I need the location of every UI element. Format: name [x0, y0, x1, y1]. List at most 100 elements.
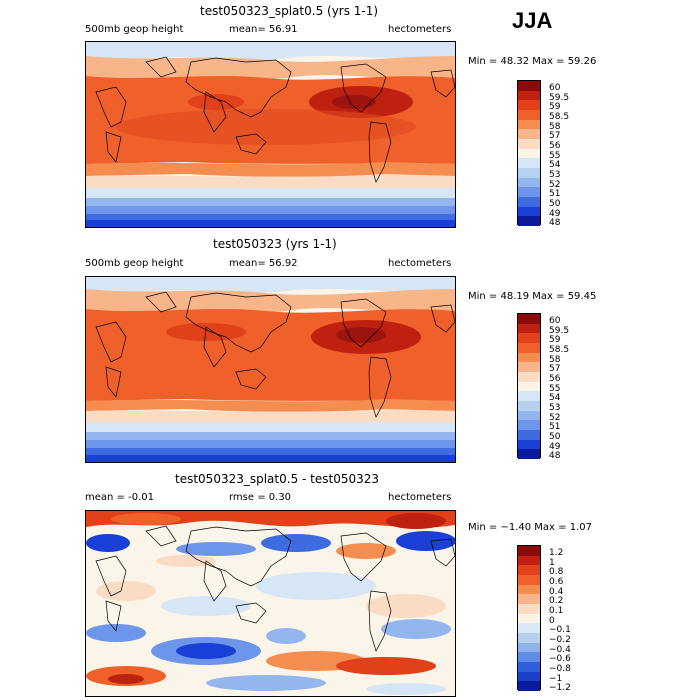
panel1-colorbar-swatch [518, 119, 540, 130]
panel3-tick-label: −0.8 [549, 664, 571, 674]
panel3-colorbar-swatch [518, 671, 540, 682]
panel3-colorbar-swatch [518, 546, 540, 556]
panel3-colorbar-swatch [518, 584, 540, 595]
panel2-tick-label: 59 [549, 335, 561, 345]
panel1-colorbar-swatch [518, 206, 540, 217]
panel2-tick-label: 54 [549, 393, 561, 403]
panel1-left-label: 500mb geop height [85, 24, 184, 35]
panel1-tick-label: 58.5 [549, 112, 570, 122]
panel3-tick-label: −0.6 [549, 654, 571, 664]
panel1-colorbar-swatch [518, 100, 540, 110]
panel2-tick-label: 58 [549, 355, 561, 365]
panel1-colorbar-swatch [518, 177, 540, 188]
panel2-colorbar-swatch [518, 352, 540, 363]
panel1-colorbar-swatch [518, 129, 540, 139]
panel3-tick-label: −0.4 [549, 645, 571, 655]
panel1-colorbar [517, 80, 541, 226]
panel3-tick-label: 0.4 [549, 587, 564, 597]
panel2-colorbar-swatch [518, 371, 540, 382]
panel2-title: test050323 (yrs 1-1) [213, 237, 337, 251]
panel2-tick-label: 56 [549, 374, 561, 384]
panel1-tick-label: 48 [549, 218, 561, 228]
panel1-units-label: hectometers [388, 24, 452, 35]
panel1-colorbar-swatch [518, 90, 540, 101]
panel1-minmax: Min = 48.32 Max = 59.26 [468, 56, 597, 67]
panel2-tick-label: 49 [549, 442, 561, 452]
panel1-colorbar-swatch [518, 81, 540, 91]
panel3-colorbar-swatch [518, 681, 540, 691]
panel3-colorbar-swatch [518, 603, 540, 614]
panel1-tick-label: 52 [549, 180, 561, 190]
panel2-minmax: Min = 48.19 Max = 59.45 [468, 291, 597, 302]
season-label: JJA [512, 8, 553, 33]
panel1-tick-label: 57 [549, 131, 561, 141]
panel1-tick-label: 56 [549, 141, 561, 151]
panel3-tick-label: 1.2 [549, 548, 564, 558]
panel3-tick-label: −0.1 [549, 625, 571, 635]
panel2-colorbar [517, 313, 541, 459]
panel1-tick-label: 58 [549, 122, 561, 132]
panel2-mean-label: mean= 56.92 [229, 258, 298, 269]
panel2-map [85, 276, 456, 463]
panel1-tick-label: 49 [549, 209, 561, 219]
panel3-tick-label: −1 [549, 674, 563, 684]
panel2-tick-label: 48 [549, 451, 561, 461]
panel1-map [85, 41, 456, 228]
panel3-colorbar-swatch [518, 632, 540, 643]
panel2-colorbar-swatch [518, 439, 540, 450]
panel2-tick-label: 59.5 [549, 326, 570, 336]
panel2-colorbar-swatch [518, 400, 540, 411]
panel1-tick-label: 59 [549, 102, 561, 112]
panel3-colorbar-swatch [518, 594, 540, 604]
panel1-title: test050323_splat0.5 (yrs 1-1) [200, 4, 379, 18]
panel2-colorbar-swatch [518, 362, 540, 372]
panel1-tick-label: 55 [549, 151, 561, 161]
panel3-colorbar-swatch [518, 623, 540, 633]
panel1-colorbar-swatch [518, 148, 540, 159]
panel1-tick-label: 50 [549, 199, 561, 209]
panel3-colorbar-swatch [518, 555, 540, 566]
panel3-colorbar-swatch [518, 652, 540, 662]
panel2-colorbar-swatch [518, 381, 540, 392]
panel3-units-label: hectometers [388, 492, 452, 503]
panel2-tick-label: 51 [549, 422, 561, 432]
panel1-colorbar-swatch [518, 216, 540, 226]
panel2-tick-label: 53 [549, 403, 561, 413]
panel3-colorbar-swatch [518, 565, 540, 575]
panel3-colorbar-swatch [518, 661, 540, 672]
panel2-tick-label: 58.5 [549, 345, 570, 355]
panel1-tick-label: 51 [549, 189, 561, 199]
panel1-colorbar-swatch [518, 187, 540, 197]
panel3-tick-label: 0 [549, 616, 555, 626]
panel3-tick-label: −0.2 [549, 635, 571, 645]
panel2-colorbar-swatch [518, 410, 540, 421]
panel1-mean-label: mean= 56.91 [229, 24, 298, 35]
panel3-rmse-label: rmse = 0.30 [229, 492, 292, 503]
panel1-tick-label: 59.5 [549, 93, 570, 103]
panel2-tick-label: 60 [549, 316, 561, 326]
panel2-left-label: 500mb geop height [85, 258, 184, 269]
panel1-colorbar-swatch [518, 196, 540, 207]
panel2-tick-label: 50 [549, 432, 561, 442]
panel3-title: test050323_splat0.5 - test050323 [175, 472, 380, 486]
panel3-colorbar-swatch [518, 574, 540, 585]
panel3-colorbar-swatch [518, 613, 540, 624]
panel3-mean-label: mean = -0.01 [85, 492, 154, 503]
panel2-units-label: hectometers [388, 258, 452, 269]
panel3-tick-label: 0.6 [549, 577, 564, 587]
panel1-colorbar-swatch [518, 158, 540, 168]
panel2-colorbar-swatch [518, 449, 540, 459]
panel1-tick-label: 53 [549, 170, 561, 180]
panel2-colorbar-swatch [518, 342, 540, 353]
panel3-colorbar [517, 545, 541, 691]
panel3-tick-label: 0.1 [549, 606, 564, 616]
panel3-tick-label: 0.2 [549, 596, 564, 606]
panel1-tick-label: 60 [549, 83, 561, 93]
panel3-tick-label: 0.8 [549, 567, 564, 577]
panel1-tick-label: 54 [549, 160, 561, 170]
panel3-tick-label: −1.2 [549, 683, 571, 693]
panel2-tick-label: 57 [549, 364, 561, 374]
panel2-colorbar-swatch [518, 323, 540, 334]
panel2-tick-label: 55 [549, 384, 561, 394]
panel2-colorbar-swatch [518, 314, 540, 324]
